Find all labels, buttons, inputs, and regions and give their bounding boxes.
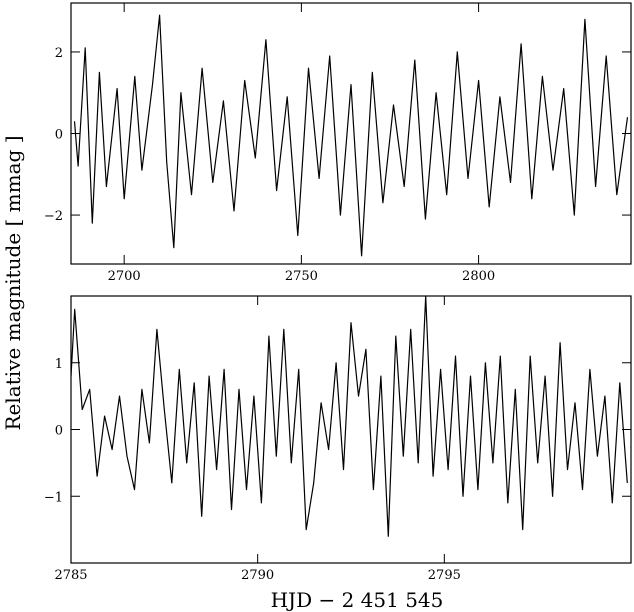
bottom-panel: 2785 2790 2795 −1 0 1	[44, 295, 632, 583]
top-series-line-0	[73, 14, 629, 257]
bottom-series-line-0	[71, 296, 628, 537]
top-x-tick-label: 2700	[108, 269, 141, 284]
top-x-tick-label: 2800	[462, 269, 495, 284]
top-x-tick-label: 2750	[285, 269, 318, 284]
x-axis-title: HJD − 2 451 545	[271, 588, 444, 612]
top-y-tick-label: 0	[55, 128, 63, 143]
bottom-y-tick-label: 0	[55, 424, 63, 439]
y-axis-title: Relative magnitude [ mmag ]	[1, 136, 25, 431]
bottom-x-tick-label: 2795	[428, 568, 461, 583]
bottom-y-tick-label: −1	[44, 490, 63, 505]
bottom-x-tick-label: 2790	[241, 568, 274, 583]
top-panel: 2700 2750 2800 −2 0 2	[44, 2, 632, 284]
bottom-x-tick-label: 2785	[54, 568, 87, 583]
top-y-tick-label: −2	[44, 209, 63, 224]
bottom-frame	[70, 295, 632, 564]
bottom-y-tick-label: 1	[55, 357, 63, 372]
top-y-tick-label: 2	[55, 46, 63, 61]
top-frame	[70, 2, 632, 265]
